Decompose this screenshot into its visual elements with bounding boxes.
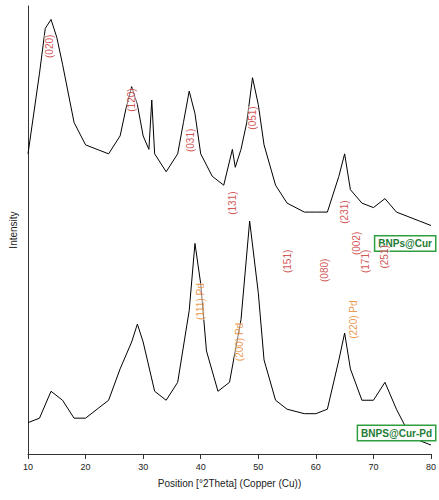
svg-text:60: 60: [311, 462, 321, 472]
svg-text:10: 10: [23, 462, 33, 472]
svg-text:(231): (231): [339, 200, 350, 223]
svg-text:(151): (151): [282, 250, 293, 273]
svg-text:(031): (031): [185, 129, 196, 152]
svg-text:(171): (171): [360, 250, 371, 273]
svg-text:(220) Pd: (220) Pd: [348, 300, 359, 338]
svg-text:70: 70: [368, 462, 378, 472]
svg-text:(251): (251): [379, 245, 390, 268]
svg-text:(080): (080): [319, 259, 330, 282]
svg-text:20: 20: [81, 462, 91, 472]
svg-text:(002): (002): [350, 231, 362, 256]
svg-text:(200) Pd: (200) Pd: [234, 323, 245, 361]
svg-text:BNPS@Cur-Pd: BNPS@Cur-Pd: [361, 428, 432, 439]
svg-text:80: 80: [426, 462, 436, 472]
svg-text:30: 30: [138, 462, 148, 472]
svg-text:BNPs@Cur: BNPs@Cur: [378, 238, 432, 249]
svg-text:(120): (120): [126, 88, 137, 111]
svg-text:40: 40: [196, 462, 206, 472]
svg-text:Position [°2Theta] (Copper (Cu: Position [°2Theta] (Copper (Cu)): [158, 478, 302, 489]
svg-text:50: 50: [253, 462, 263, 472]
svg-text:(051): (051): [247, 106, 258, 129]
svg-text:(111) Pd: (111) Pd: [195, 283, 206, 320]
svg-text:Intensity: Intensity: [8, 211, 19, 248]
svg-text:(131): (131): [227, 191, 238, 214]
svg-text:(020): (020): [44, 35, 55, 58]
